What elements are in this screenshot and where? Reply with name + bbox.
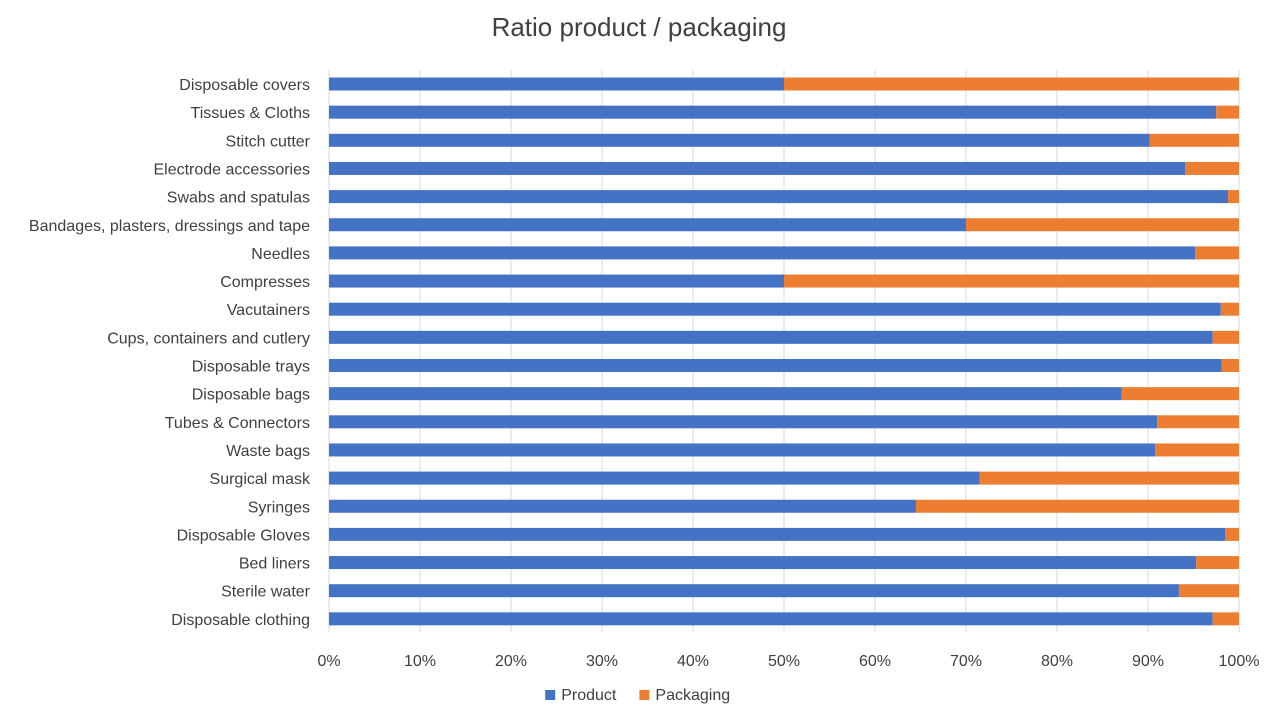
x-tick-label: 100% <box>1219 653 1260 670</box>
category-label: Vacutainers <box>227 302 310 319</box>
category-label: Disposable bags <box>192 387 310 404</box>
bar-product <box>329 471 980 485</box>
bar-product <box>329 612 1213 626</box>
category-label: Tissues & Cloths <box>191 105 310 122</box>
x-tick-label: 20% <box>495 653 527 670</box>
category-label: Sterile water <box>221 584 311 601</box>
category-label: Electrode accessories <box>153 161 310 178</box>
bar-product <box>329 387 1122 401</box>
category-label: Bed liners <box>239 556 310 573</box>
bar-packaging <box>1195 246 1239 260</box>
category-label: Syringes <box>248 499 310 516</box>
legend-label-packaging: Packaging <box>655 687 730 704</box>
bar-product <box>329 246 1196 260</box>
x-tick-label: 40% <box>677 653 709 670</box>
category-label: Tubes & Connectors <box>165 415 310 432</box>
bar-packaging <box>1220 302 1239 316</box>
category-label: Compresses <box>220 274 310 291</box>
bar-packaging <box>1185 161 1239 175</box>
x-axis-ticks: 0% 10% 20% 30% 40% 50% 60% 70% 80% 90% 100% <box>317 653 1259 670</box>
legend-swatch-packaging <box>639 690 650 700</box>
x-tick-label: 90% <box>1132 653 1164 670</box>
category-label: Disposable covers <box>179 77 310 94</box>
bar-product <box>329 77 784 91</box>
category-label: Disposable Gloves <box>177 527 310 544</box>
category-label: Stitch cutter <box>226 133 311 150</box>
x-tick-label: 70% <box>950 653 982 670</box>
category-label: Cups, containers and cutlery <box>107 330 310 347</box>
bar-product <box>329 556 1197 570</box>
bar-product <box>329 527 1226 541</box>
x-tick-label: 80% <box>1041 653 1073 670</box>
bar-product <box>329 330 1213 344</box>
x-tick-label: 0% <box>317 653 340 670</box>
bar-product <box>329 443 1156 457</box>
bar-product <box>329 161 1186 175</box>
legend-label-product: Product <box>561 687 617 704</box>
bar-packaging <box>966 218 1239 232</box>
bar-product <box>329 584 1179 598</box>
category-label: Bandages, plasters, dressings and tape <box>29 218 310 235</box>
bar-packaging <box>1121 387 1239 401</box>
bar-packaging <box>1216 105 1239 119</box>
bar-product <box>329 499 916 513</box>
legend: Product Packaging <box>545 687 730 704</box>
category-label: Waste bags <box>226 443 310 460</box>
bar-product <box>329 218 966 232</box>
bar-packaging <box>1228 190 1239 204</box>
gridlines <box>328 70 1240 632</box>
bar-packaging <box>1196 556 1239 570</box>
bar-packaging <box>1178 584 1239 598</box>
category-label: Disposable clothing <box>171 612 310 629</box>
bars <box>329 77 1239 626</box>
bar-packaging <box>1149 133 1239 147</box>
bar-product <box>329 302 1221 316</box>
bar-packaging <box>1221 359 1239 372</box>
category-label: Needles <box>251 246 310 263</box>
chart-title: Ratio product / packaging <box>492 12 787 42</box>
category-labels: Disposable covers Tissues & Cloths Stitch … <box>29 77 311 629</box>
bar-product <box>329 415 1158 429</box>
legend-swatch-product <box>545 690 556 700</box>
bar-packaging <box>1225 527 1239 541</box>
bar-packaging <box>979 471 1239 485</box>
bar-packaging <box>784 274 1239 288</box>
bar-product <box>329 105 1217 119</box>
bar-packaging <box>1157 415 1239 429</box>
x-tick-label: 30% <box>586 653 618 670</box>
x-tick-label: 10% <box>404 653 436 670</box>
bar-packaging <box>1155 443 1239 457</box>
bar-product <box>329 274 784 288</box>
x-tick-label: 50% <box>768 653 800 670</box>
category-label: Surgical mask <box>210 471 311 488</box>
x-tick-label: 60% <box>859 653 891 670</box>
category-label: Disposable trays <box>192 359 310 376</box>
bar-product <box>329 133 1150 147</box>
bar-packaging <box>784 77 1239 91</box>
bar-packaging <box>915 499 1239 513</box>
bar-packaging <box>1212 612 1239 626</box>
bar-packaging <box>1212 330 1239 344</box>
bar-product <box>329 190 1229 204</box>
category-label: Swabs and spatulas <box>167 190 310 207</box>
bar-product <box>329 359 1222 372</box>
